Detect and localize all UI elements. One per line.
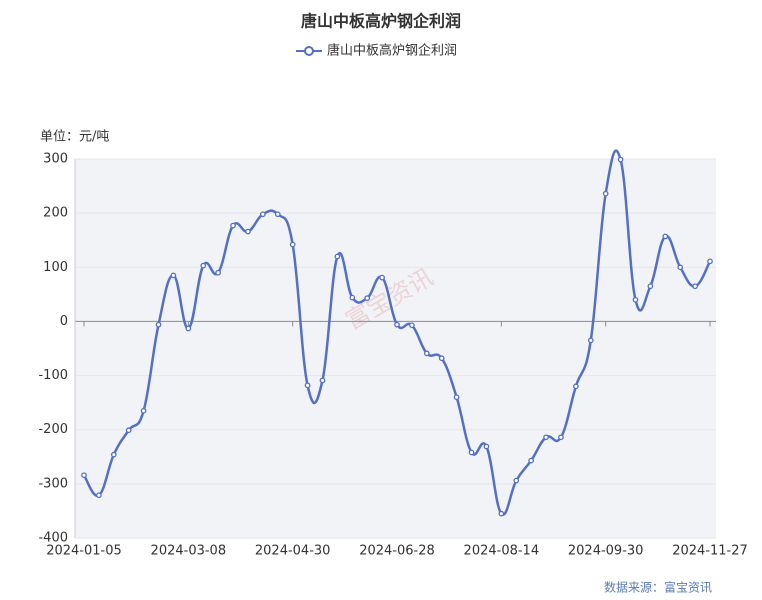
point xyxy=(140,407,147,414)
source: 数据来源：富宝资讯 xyxy=(604,580,712,595)
point xyxy=(617,156,624,163)
y-axis-label: 单位：元/吨 xyxy=(40,130,109,145)
point xyxy=(215,269,221,276)
point xyxy=(662,233,669,240)
point xyxy=(289,241,296,248)
point xyxy=(260,211,266,218)
x-tick-label: 2024-01-05 xyxy=(46,544,122,559)
point xyxy=(409,322,415,329)
point xyxy=(528,457,534,464)
point xyxy=(155,321,162,328)
chart-title: 唐山中板高炉钢企利润 xyxy=(301,12,461,31)
x-tick-label: 2024-04-30 xyxy=(255,544,331,559)
y-tick-label: -100 xyxy=(38,368,68,383)
point xyxy=(230,222,236,229)
point xyxy=(125,427,132,434)
y-tick-label: 100 xyxy=(43,260,68,275)
point xyxy=(692,283,698,290)
point xyxy=(632,296,639,303)
point xyxy=(513,477,520,484)
y-tick-label: -200 xyxy=(38,422,68,437)
point xyxy=(423,350,430,357)
y-tick-label: -300 xyxy=(38,476,68,491)
point xyxy=(483,443,490,450)
y-tick-label: -400 xyxy=(38,531,68,546)
point xyxy=(274,211,281,218)
point xyxy=(349,294,356,301)
point xyxy=(334,253,341,260)
point xyxy=(170,272,177,279)
legend-label: 唐山中板高炉钢企利润 xyxy=(327,43,457,59)
point xyxy=(304,382,311,389)
plot-area xyxy=(75,159,716,538)
point xyxy=(200,262,207,269)
point xyxy=(245,228,251,235)
y-tick-label: 300 xyxy=(43,152,68,167)
point xyxy=(587,337,594,344)
point xyxy=(81,472,87,479)
y-tick-label: 200 xyxy=(43,206,68,221)
legend: 唐山中板高炉钢企利润 xyxy=(296,43,457,59)
point xyxy=(558,434,564,441)
x-tick-label: 2024-08-14 xyxy=(464,544,540,559)
x-tick-label: 2024-03-08 xyxy=(151,544,227,559)
point xyxy=(453,394,460,401)
y-tick-label: 0 xyxy=(60,314,68,329)
point xyxy=(364,295,371,301)
point xyxy=(677,264,684,271)
point xyxy=(319,377,326,384)
point xyxy=(185,325,192,332)
point xyxy=(602,190,609,197)
point xyxy=(394,321,400,328)
point xyxy=(707,258,713,265)
legend-marker xyxy=(304,46,314,56)
point xyxy=(543,434,549,441)
point xyxy=(468,449,475,456)
point xyxy=(96,492,102,499)
x-tick-label: 2024-06-28 xyxy=(359,544,435,559)
point xyxy=(438,355,445,362)
point xyxy=(110,451,117,458)
point xyxy=(647,283,654,290)
point xyxy=(379,274,385,281)
point xyxy=(498,510,505,517)
point xyxy=(573,383,579,390)
x-tick-label: 2024-11-27 xyxy=(672,544,748,559)
x-tick-label: 2024-09-30 xyxy=(568,544,644,559)
